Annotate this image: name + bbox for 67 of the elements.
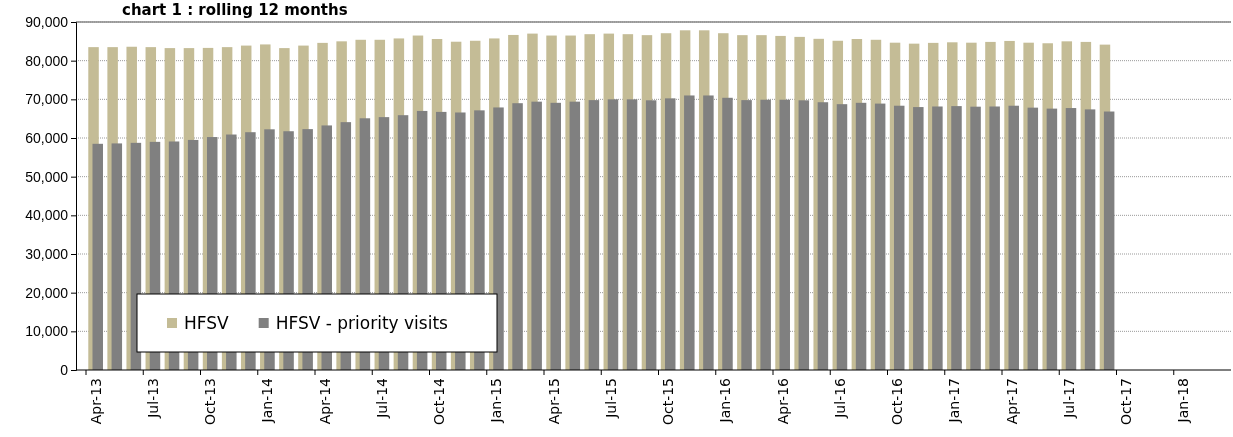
bar <box>798 100 810 370</box>
bar <box>836 104 848 370</box>
x-tick-label: Jul-14 <box>373 377 390 419</box>
bar <box>951 106 962 370</box>
bar <box>779 99 790 370</box>
bar <box>512 103 523 370</box>
bar <box>626 99 638 370</box>
y-tick-label: 60,000 <box>25 129 69 146</box>
x-tick-label: Oct-15 <box>660 378 677 426</box>
bar <box>569 101 581 370</box>
x-tick-label: Apr-14 <box>316 377 333 425</box>
bar <box>92 143 103 370</box>
bar <box>989 106 1000 370</box>
bar <box>531 101 542 370</box>
x-tick-label: Jan-15 <box>488 378 505 424</box>
x-tick-label: Oct-13 <box>202 378 219 426</box>
x-tick-label: Jan-16 <box>717 377 734 424</box>
y-tick-label: 30,000 <box>25 245 69 262</box>
bar <box>741 100 752 370</box>
x-tick-label: Oct-17 <box>1118 378 1135 426</box>
x-tick-label: Jul-17 <box>1060 378 1077 419</box>
bar <box>970 106 981 370</box>
legend-label: HFSV <box>184 313 230 333</box>
bar <box>913 107 924 370</box>
y-tick-label: 40,000 <box>25 207 69 224</box>
y-tick-label: 70,000 <box>25 91 69 108</box>
bar <box>703 95 714 370</box>
x-tick-label: Jul-13 <box>144 378 161 419</box>
y-tick-label: 20,000 <box>25 284 69 301</box>
bar <box>684 95 695 370</box>
bar <box>1103 111 1115 370</box>
bar <box>1065 108 1077 370</box>
x-tick-label: Apr-13 <box>87 378 104 425</box>
bar <box>1008 105 1019 370</box>
y-tick-label: 0 <box>60 361 69 378</box>
legend-label: HFSV - priority visits <box>275 313 449 333</box>
bar <box>760 99 771 370</box>
x-tick-label: Oct-16 <box>889 377 906 426</box>
bar <box>817 102 829 370</box>
bar <box>607 99 619 370</box>
bar <box>1046 108 1058 370</box>
bar <box>855 102 867 370</box>
x-tick-label: Jan-14 <box>259 377 276 424</box>
y-tick-label: 90,000 <box>25 13 69 30</box>
x-tick-label: Jan-18 <box>1175 378 1192 424</box>
bar <box>874 103 886 370</box>
y-tick-label: 50,000 <box>25 168 69 185</box>
y-tick-label: 10,000 <box>25 323 69 340</box>
bar <box>893 105 905 370</box>
x-tick-label: Jul-16 <box>831 377 848 419</box>
x-tick-label: Apr-15 <box>545 378 562 425</box>
bar <box>588 100 600 370</box>
x-tick-label: Oct-14 <box>431 377 448 426</box>
bar <box>550 102 561 370</box>
x-tick-label: Jan-17 <box>946 378 963 424</box>
x-tick-label: Jul-15 <box>602 378 619 419</box>
y-tick-label: 80,000 <box>25 52 69 69</box>
bar <box>645 100 657 370</box>
chart-title: chart 1 : rolling 12 months <box>122 1 348 19</box>
bar <box>664 98 676 370</box>
bar <box>722 97 733 370</box>
x-tick-label: Apr-16 <box>774 377 791 425</box>
bar <box>932 106 943 370</box>
x-tick-label: Apr-17 <box>1003 378 1020 425</box>
bar <box>1027 107 1039 370</box>
bar <box>1084 109 1096 370</box>
bar <box>111 143 123 370</box>
